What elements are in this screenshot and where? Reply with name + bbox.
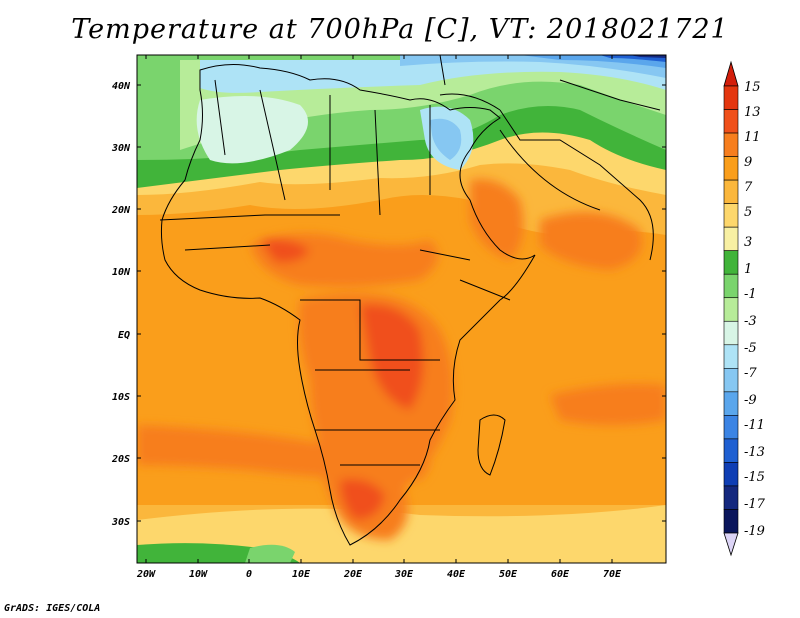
lat-label: 10N [112, 267, 131, 278]
colorbar-labels: 15 13 11 9 7 5 3 1 -1 -3 -5 -7 -9 -11 -1… [744, 80, 766, 539]
coastlines [159, 55, 661, 546]
colorbar-label: 15 [744, 80, 761, 95]
colorbar [723, 60, 739, 557]
colorbar-swatch [723, 156, 739, 181]
colorbar-label: 3 [744, 235, 752, 250]
colorbar-swatch [723, 509, 739, 534]
colorbar-swatch [723, 391, 739, 416]
colorbar-swatch [723, 179, 739, 204]
colorbar-over-arrow [723, 60, 739, 87]
footer-credit: GrADS: IGES/COLA [4, 603, 101, 614]
temperature-field [137, 55, 666, 563]
colorbar-label: -13 [744, 445, 765, 460]
lon-label: 30E [394, 569, 414, 580]
colorbar-label: -17 [744, 497, 766, 512]
lon-label: 10W [189, 569, 208, 580]
colorbar-swatch [723, 320, 739, 346]
colorbar-label: -11 [744, 418, 765, 433]
lat-label: 10S [112, 392, 130, 403]
colorbar-swatch [723, 297, 739, 322]
latitude-labels: 40N 30N 20N 10N EQ 10S 20S 30S [111, 81, 131, 528]
lon-label: 40E [447, 569, 466, 580]
colorbar-under-arrow [723, 532, 739, 557]
colorbar-label: -9 [744, 393, 757, 408]
colorbar-swatch [723, 132, 739, 157]
colorbar-label: 7 [744, 180, 753, 195]
colorbar-label: -3 [744, 314, 757, 329]
lat-label: EQ [118, 330, 130, 341]
chart-title: Temperature at 700hPa [C], VT: 201802172… [71, 14, 729, 45]
map-frame [136, 54, 667, 564]
colorbar-swatch [723, 85, 739, 110]
colorbar-label: -7 [744, 366, 757, 381]
lat-label: 20S [111, 454, 130, 465]
colorbar-label: 5 [744, 205, 752, 220]
colorbar-label: 1 [744, 262, 752, 277]
colorbar-label: 11 [744, 130, 761, 145]
lat-label: 20N [111, 205, 131, 216]
colorbar-label: -5 [744, 341, 757, 356]
longitude-labels: 20W 10W 0 10E 20E 30E 40E 50E 60E 70E [136, 569, 622, 580]
lon-label: 20E [343, 569, 363, 580]
colorbar-swatch [723, 344, 739, 369]
lon-label: 20W [136, 569, 156, 580]
lon-label: 0 [246, 569, 252, 580]
lon-label: 70E [603, 569, 622, 580]
lat-label: 30N [111, 143, 131, 154]
colorbar-label: 9 [744, 155, 752, 170]
lon-label: 60E [551, 569, 570, 580]
lon-label: 50E [499, 569, 518, 580]
colorbar-swatch [723, 250, 739, 275]
colorbar-label: -1 [744, 287, 757, 302]
lat-label: 30S [111, 517, 130, 528]
axis-ticks [137, 55, 666, 563]
colorbar-swatch [723, 109, 739, 134]
colorbar-label: 13 [744, 105, 761, 120]
lat-label: 40N [112, 81, 131, 92]
colorbar-swatch [723, 438, 739, 463]
colorbar-swatch [723, 485, 739, 510]
colorbar-label: -19 [744, 524, 765, 539]
colorbar-swatch [723, 203, 739, 228]
colorbar-swatch [723, 462, 739, 487]
colorbar-swatch [723, 368, 739, 393]
colorbar-swatch [723, 226, 739, 251]
colorbar-label: -15 [744, 470, 765, 485]
colorbar-swatch [723, 415, 739, 440]
colorbar-swatch [723, 273, 739, 299]
lon-label: 10E [292, 569, 311, 580]
